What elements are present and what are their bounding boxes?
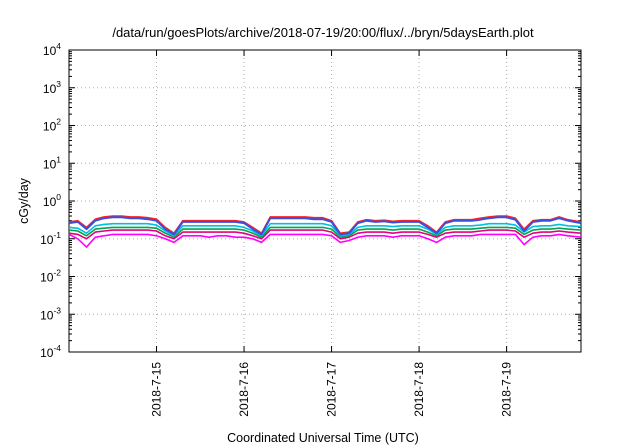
y-tick-label: 10-1 <box>40 230 61 247</box>
x-tick-label: 2018-7-15 <box>150 362 164 417</box>
y-tick-label: 102 <box>43 117 61 134</box>
x-tick-label: 2018-7-16 <box>237 362 251 417</box>
y-axis-label: cGy/day <box>17 177 31 224</box>
y-tick-label: 100 <box>43 192 61 209</box>
x-axis: 2018-7-15 2018-7-16 2018-7-17 2018-7-18 2018… <box>150 50 514 417</box>
y-tick-label: 10-2 <box>40 268 61 285</box>
y-axis: 104 103 102 101 100 10-1 10-2 10-3 10-4 <box>40 41 581 360</box>
series-layer <box>68 215 582 248</box>
y-tick-label: 10-4 <box>40 343 61 360</box>
y-tick-label: 104 <box>43 41 61 58</box>
x-tick-label: 2018-7-18 <box>412 362 426 417</box>
x-tick-label: 2018-7-17 <box>325 362 339 417</box>
y-tick-label: 10-3 <box>40 305 61 322</box>
series-line-1 <box>68 233 582 248</box>
grid <box>69 50 581 352</box>
series-line-6 <box>68 216 582 236</box>
y-tick-label: 101 <box>43 154 61 171</box>
y-tick-label: 103 <box>43 79 61 96</box>
series-line-5 <box>68 215 582 234</box>
series-line-2 <box>68 229 582 240</box>
x-axis-label: Coordinated Universal Time (UTC) <box>227 431 419 445</box>
series-line-3 <box>68 226 582 238</box>
series-line-4 <box>68 222 582 237</box>
chart-title: /data/run/goesPlots/archive/2018-07-19/2… <box>112 25 534 40</box>
x-tick-label: 2018-7-19 <box>500 362 514 417</box>
